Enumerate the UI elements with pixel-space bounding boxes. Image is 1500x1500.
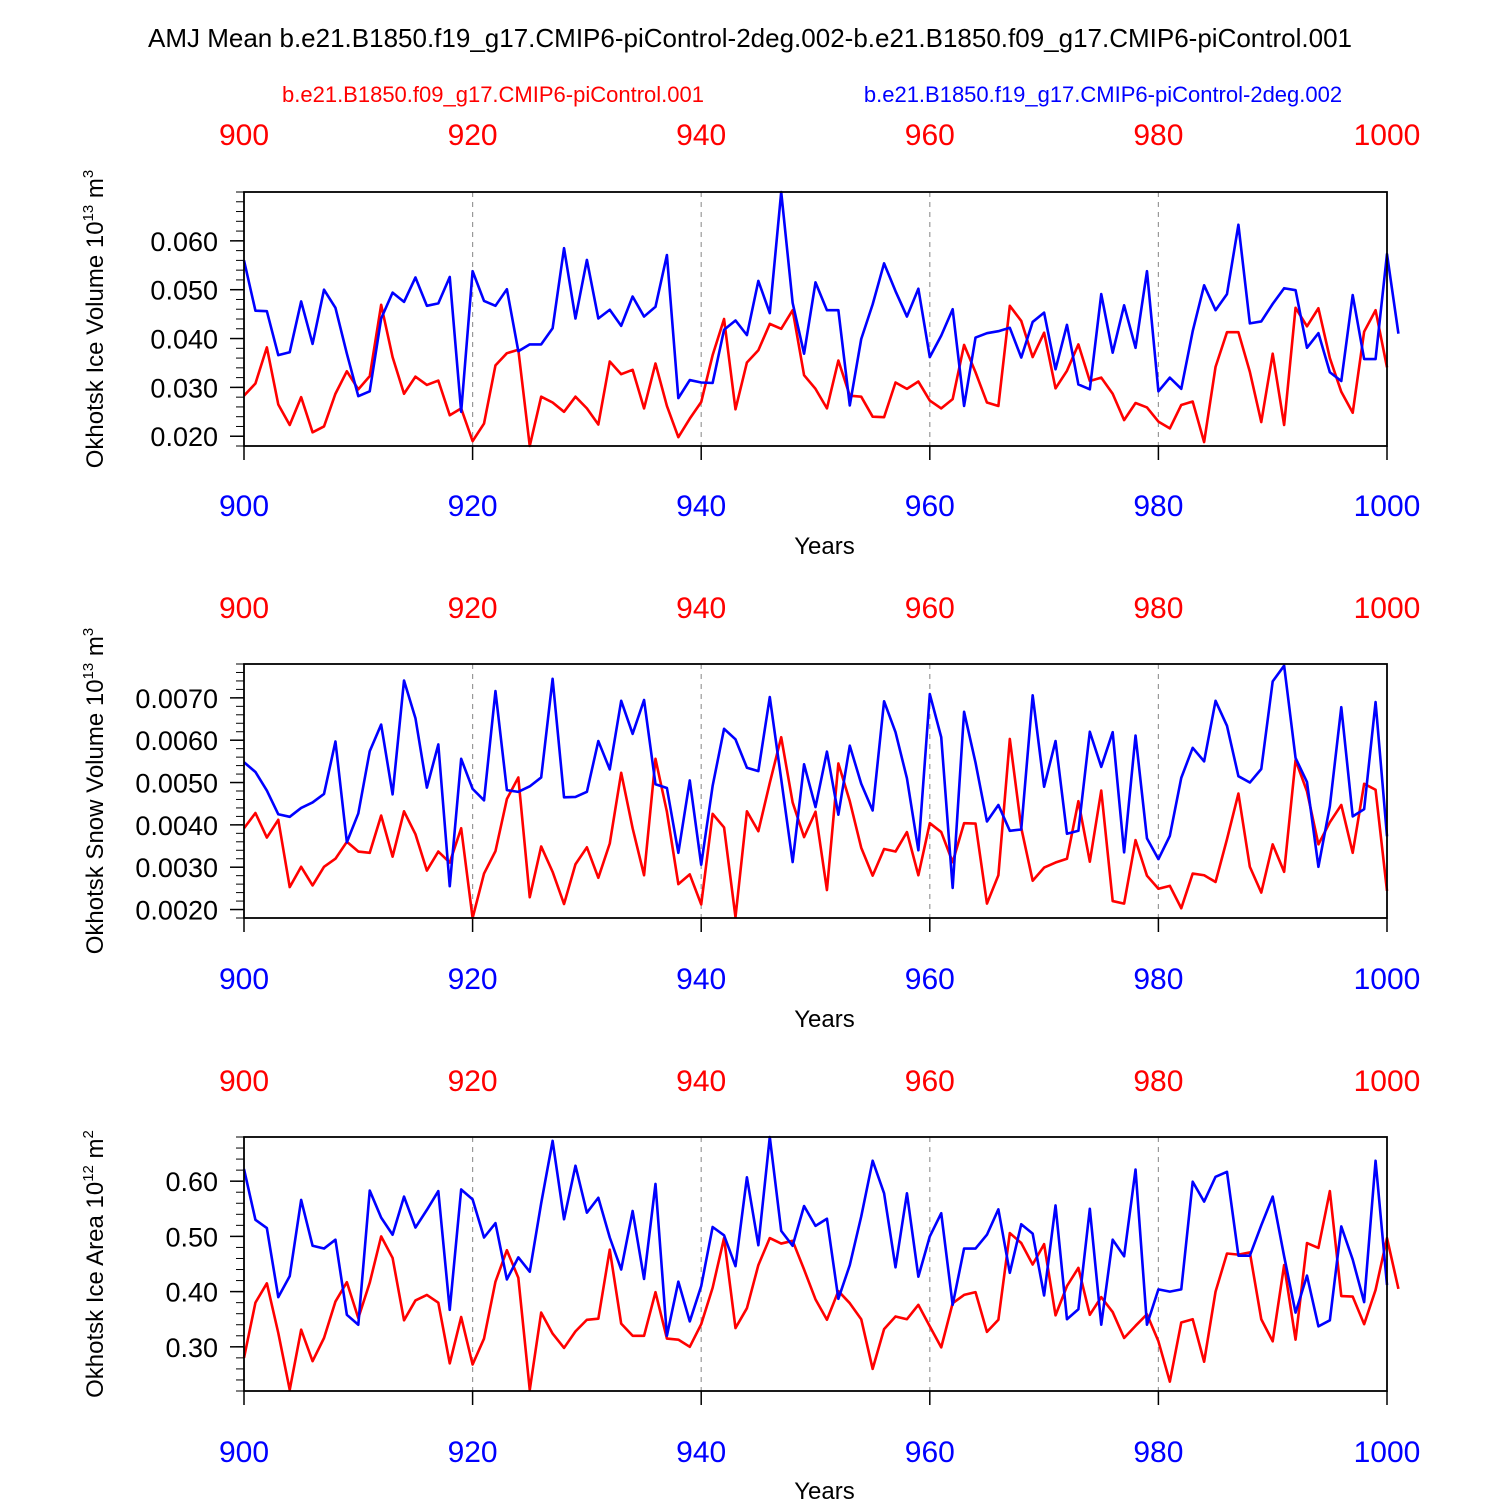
y-tick-label: 0.0040 bbox=[135, 811, 218, 841]
y-tick-label: 0.50 bbox=[165, 1222, 218, 1252]
y-axis-unit-power: 3 bbox=[80, 170, 97, 178]
y-axis-label-text: Okhotsk Snow Volume 10 bbox=[82, 679, 109, 954]
x-bottom-tick-label: 940 bbox=[676, 963, 726, 996]
x-bottom-tick-label: 900 bbox=[219, 490, 269, 523]
x-top-tick-label: 980 bbox=[1133, 119, 1183, 152]
y-axis-unit-power: 2 bbox=[80, 1130, 97, 1138]
legend-blue-label: b.e21.B1850.f19_g17.CMIP6-piControl-2deg… bbox=[864, 82, 1342, 107]
series-line-blue bbox=[242, 1135, 1389, 1338]
x-top-tick-label: 960 bbox=[905, 119, 955, 152]
x-top-tick-label: 980 bbox=[1133, 592, 1183, 625]
x-top-tick-label: 1000 bbox=[1354, 1065, 1421, 1098]
x-bottom-tick-label: 920 bbox=[448, 490, 498, 523]
y-axis-label: Okhotsk Ice Volume 1013 m3 bbox=[80, 170, 109, 469]
y-tick-label: 0.60 bbox=[165, 1167, 218, 1197]
y-tick-label: 0.30 bbox=[165, 1333, 218, 1363]
y-tick-label: 0.020 bbox=[150, 422, 218, 452]
y-tick-label: 0.0050 bbox=[135, 769, 218, 799]
y-tick-label: 0.40 bbox=[165, 1278, 218, 1308]
y-tick-label: 0.030 bbox=[150, 373, 218, 403]
legend-red-label: b.e21.B1850.f09_g17.CMIP6-piControl.001 bbox=[282, 82, 704, 107]
x-top-tick-label: 1000 bbox=[1354, 119, 1421, 152]
series-line-red bbox=[243, 303, 1389, 448]
series-line-blue bbox=[242, 190, 1400, 414]
x-top-tick-label: 940 bbox=[676, 592, 726, 625]
x-bottom-tick-label: 980 bbox=[1133, 963, 1183, 996]
y-axis-unit: m bbox=[82, 1138, 109, 1165]
y-tick-label: 0.050 bbox=[150, 276, 218, 306]
x-top-tick-label: 920 bbox=[448, 592, 498, 625]
x-bottom-tick-label: 960 bbox=[905, 963, 955, 996]
x-top-tick-label: 960 bbox=[905, 1065, 955, 1098]
x-bottom-tick-label: 1000 bbox=[1354, 490, 1421, 523]
y-axis-unit-exponent: 12 bbox=[80, 1165, 97, 1182]
y-tick-label: 0.0030 bbox=[135, 853, 218, 883]
y-axis-unit: m bbox=[82, 636, 109, 663]
x-axis-label: Years bbox=[794, 533, 855, 560]
x-top-tick-label: 940 bbox=[676, 1065, 726, 1098]
x-top-tick-label: 960 bbox=[905, 592, 955, 625]
x-top-tick-label: 980 bbox=[1133, 1065, 1183, 1098]
x-bottom-tick-label: 920 bbox=[448, 963, 498, 996]
x-bottom-tick-label: 980 bbox=[1133, 490, 1183, 523]
x-bottom-tick-label: 1000 bbox=[1354, 963, 1421, 996]
x-top-tick-label: 900 bbox=[219, 119, 269, 152]
x-top-tick-label: 920 bbox=[448, 119, 498, 152]
y-tick-label: 0.0070 bbox=[135, 684, 218, 714]
y-axis-unit-exponent: 13 bbox=[80, 663, 97, 680]
y-axis-unit: m bbox=[82, 178, 109, 205]
x-bottom-tick-label: 1000 bbox=[1354, 1436, 1421, 1469]
x-bottom-tick-label: 920 bbox=[448, 1436, 498, 1469]
x-bottom-tick-label: 940 bbox=[676, 490, 726, 523]
x-top-tick-label: 940 bbox=[676, 119, 726, 152]
y-axis-unit-power: 3 bbox=[80, 628, 97, 636]
x-top-tick-label: 1000 bbox=[1354, 592, 1421, 625]
x-top-tick-label: 920 bbox=[448, 1065, 498, 1098]
plot-frame bbox=[243, 663, 1388, 919]
series-line-blue bbox=[243, 664, 1389, 890]
plot-frame bbox=[243, 1136, 1388, 1392]
x-top-tick-label: 900 bbox=[219, 592, 269, 625]
y-tick-label: 0.0020 bbox=[135, 896, 218, 926]
panel-1: 0.020 0.030 0.040 0.050 0.060 900 900 920 920 940… bbox=[80, 119, 1420, 560]
panel-3: 0.30 0.40 0.50 0.60 900 900 920 920 940 940 960 960… bbox=[80, 1065, 1420, 1500]
y-axis-unit-exponent: 13 bbox=[80, 205, 97, 222]
y-axis-label: Okhotsk Snow Volume 1013 m3 bbox=[80, 628, 109, 955]
y-axis-label-text: Okhotsk Ice Area 10 bbox=[82, 1182, 109, 1398]
panel-2: 0.0020 0.0030 0.0040 0.0050 0.0060 0.0070 900 9… bbox=[80, 592, 1420, 1033]
plot-frame bbox=[243, 191, 1388, 447]
x-axis-label: Years bbox=[794, 1006, 855, 1033]
y-axis-label: Okhotsk Ice Area 1012 m2 bbox=[80, 1130, 109, 1398]
y-tick-label: 0.0060 bbox=[135, 726, 218, 756]
figure-title: AMJ Mean b.e21.B1850.f19_g17.CMIP6-piCon… bbox=[148, 23, 1352, 53]
x-top-tick-label: 900 bbox=[219, 1065, 269, 1098]
y-axis-label-text: Okhotsk Ice Volume 10 bbox=[82, 221, 109, 468]
x-bottom-tick-label: 980 bbox=[1133, 1436, 1183, 1469]
x-bottom-tick-label: 900 bbox=[219, 963, 269, 996]
x-bottom-tick-label: 900 bbox=[219, 1436, 269, 1469]
x-bottom-tick-label: 960 bbox=[905, 1436, 955, 1469]
panels-group: 0.020 0.030 0.040 0.050 0.060 900 900 920 920 940… bbox=[80, 119, 1420, 1500]
series-line-red bbox=[242, 1189, 1400, 1392]
x-axis-label: Years bbox=[794, 1478, 855, 1500]
x-bottom-tick-label: 960 bbox=[905, 490, 955, 523]
x-bottom-tick-label: 940 bbox=[676, 1436, 726, 1469]
y-tick-label: 0.060 bbox=[150, 227, 218, 257]
y-tick-label: 0.040 bbox=[150, 325, 218, 355]
series-line-red bbox=[242, 735, 1389, 920]
